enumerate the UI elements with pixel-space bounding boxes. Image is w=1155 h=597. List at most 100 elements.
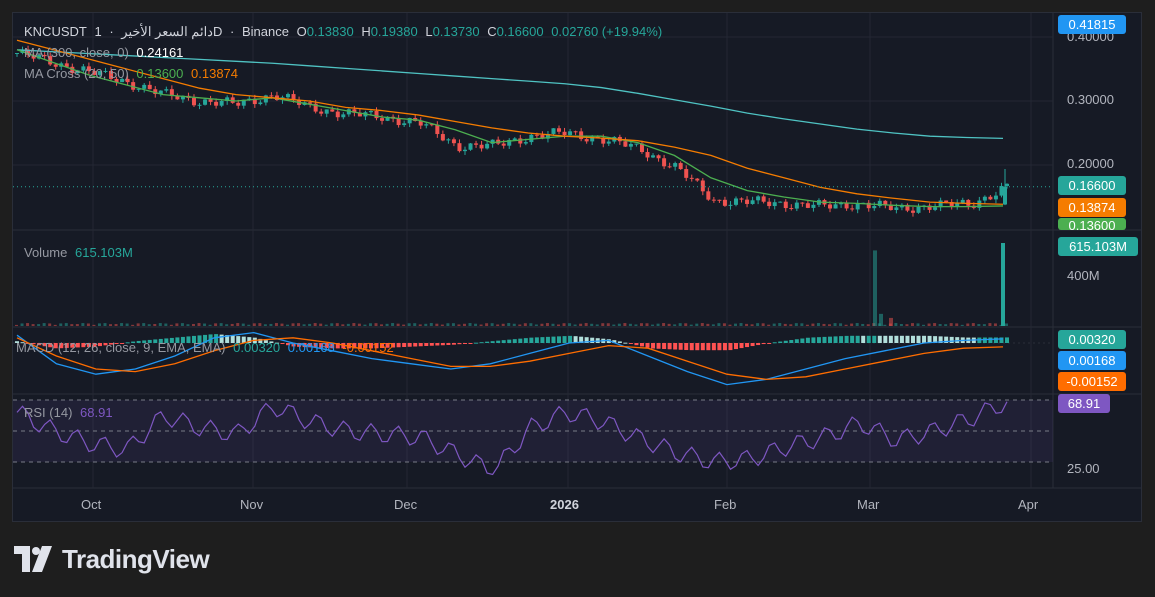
candle-body bbox=[258, 102, 263, 105]
volume-bar bbox=[662, 323, 666, 326]
macd-histogram-bar bbox=[700, 343, 705, 351]
candle-body bbox=[772, 202, 777, 207]
macd-histogram-bar bbox=[158, 338, 163, 343]
candle-body bbox=[252, 98, 257, 105]
candle-body bbox=[518, 138, 523, 144]
macd-histogram-bar bbox=[114, 343, 119, 344]
volume-bar bbox=[147, 324, 151, 326]
candle-body bbox=[147, 84, 152, 90]
volume-bar bbox=[402, 324, 406, 326]
macd-histogram-bar bbox=[905, 335, 910, 343]
chart-canvas[interactable] bbox=[13, 13, 1141, 521]
macd-histogram-bar bbox=[153, 339, 158, 343]
volume-bar bbox=[722, 323, 726, 326]
macd-histogram-bar bbox=[120, 343, 125, 344]
volume-bar bbox=[805, 324, 809, 326]
candle-body bbox=[446, 139, 451, 141]
volume-bar bbox=[269, 323, 273, 326]
volume-bar bbox=[374, 323, 378, 326]
candle-body-last bbox=[1003, 186, 1007, 205]
symbol-legend: KNCUSDT 1 · دائم السعر الأخيرD · Binance… bbox=[24, 24, 663, 39]
volume-bar bbox=[606, 323, 610, 326]
candle-body bbox=[529, 134, 534, 143]
candle-body bbox=[982, 196, 987, 201]
candle-body bbox=[352, 109, 357, 113]
candle-body bbox=[53, 64, 58, 67]
volume-bar bbox=[462, 323, 466, 326]
low-label: L bbox=[425, 24, 433, 39]
macd-histogram-bar bbox=[590, 337, 595, 343]
macd-histogram-bar bbox=[407, 343, 412, 347]
macd-histogram-bar bbox=[424, 343, 429, 346]
ma300-price-tag: 0.41815 bbox=[1058, 15, 1126, 34]
candle-body bbox=[225, 97, 230, 102]
volume-bar bbox=[977, 324, 981, 326]
macd-label: MACD (12, 26, close, 9, EMA, EMA) bbox=[16, 340, 226, 355]
rsi-legend: RSI (14) 68.91 bbox=[24, 405, 117, 420]
timeframe-name: دائم السعر الأخير bbox=[121, 24, 213, 39]
candle-body bbox=[999, 186, 1004, 196]
volume-bar bbox=[446, 323, 450, 326]
volume-legend: Volume 615.103M bbox=[24, 245, 137, 260]
volume-bar bbox=[440, 324, 444, 326]
volume-bar bbox=[949, 323, 953, 326]
volume-bar bbox=[894, 323, 898, 326]
candle-body bbox=[706, 191, 711, 200]
volume-bar bbox=[501, 323, 505, 326]
macd-hist-tag: 0.00320 bbox=[1058, 330, 1126, 349]
candle-body bbox=[711, 199, 716, 201]
tradingview-logo[interactable]: TradingView bbox=[14, 543, 210, 575]
macd-histogram-bar bbox=[413, 343, 418, 347]
volume-bar bbox=[523, 323, 527, 326]
open-value: 0.13830 bbox=[306, 24, 354, 39]
volume-bar bbox=[667, 323, 671, 326]
volume-bar bbox=[451, 323, 455, 326]
volume-spike-bar bbox=[879, 313, 883, 326]
macd-histogram-bar bbox=[53, 343, 58, 349]
candle-body bbox=[319, 111, 324, 114]
macd-histogram-bar bbox=[728, 343, 733, 351]
macd-histogram-bar bbox=[844, 335, 849, 343]
volume-bar bbox=[933, 323, 937, 326]
chart-frame[interactable] bbox=[12, 12, 1142, 522]
macd-line bbox=[16, 331, 1004, 386]
macd-histogram-bar bbox=[584, 337, 589, 343]
macd-histogram-bar bbox=[839, 336, 844, 343]
macd-histogram-bar bbox=[634, 343, 639, 346]
volume-bar bbox=[324, 324, 328, 326]
candle-body bbox=[584, 139, 589, 142]
candle-body bbox=[778, 201, 783, 203]
volume-bar bbox=[811, 323, 815, 326]
volume-bar bbox=[772, 323, 776, 326]
ma20-price-tag: 0.13600 bbox=[1058, 218, 1126, 230]
macd-line-value: 0.00168 bbox=[287, 340, 335, 355]
candle-body bbox=[944, 200, 949, 202]
candle-body bbox=[949, 201, 954, 207]
volume-bar bbox=[109, 324, 113, 326]
candle-body bbox=[739, 198, 744, 200]
volume-bar bbox=[562, 323, 566, 326]
rsi-value: 68.91 bbox=[80, 405, 113, 420]
candle-body bbox=[164, 89, 169, 91]
macd-histogram-bar bbox=[496, 340, 501, 343]
volume-bar bbox=[319, 323, 323, 326]
macd-histogram-bar bbox=[507, 339, 512, 343]
volume-bar bbox=[828, 324, 832, 326]
macd-signal-line bbox=[16, 337, 1004, 381]
candle-body bbox=[269, 95, 274, 97]
tradingview-wordmark: TradingView bbox=[62, 543, 210, 574]
volume-bar bbox=[42, 323, 46, 326]
candle-body bbox=[756, 196, 761, 201]
candle-body bbox=[136, 88, 141, 90]
candle-body bbox=[346, 109, 351, 115]
volume-bar bbox=[717, 323, 721, 326]
volume-bar bbox=[368, 323, 372, 326]
candle-body bbox=[783, 201, 788, 209]
candle-body bbox=[573, 131, 578, 133]
volume-bar bbox=[988, 323, 992, 326]
volume-value: 615.103M bbox=[75, 245, 133, 260]
time-label-2026: 2026 bbox=[550, 497, 579, 512]
volume-bar bbox=[203, 323, 207, 326]
candle-body bbox=[761, 196, 766, 202]
volume-bar bbox=[1005, 323, 1008, 326]
